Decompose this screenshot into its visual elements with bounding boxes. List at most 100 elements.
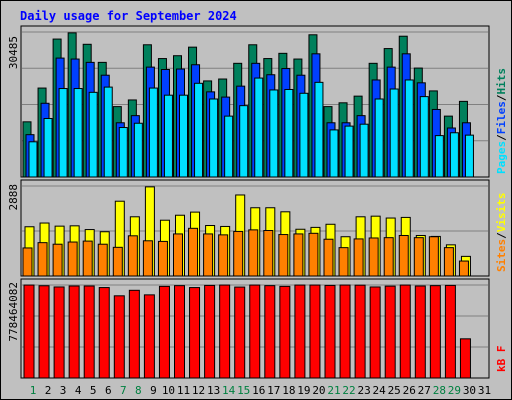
bar-sites-day-2 <box>37 242 48 277</box>
bar-kbytes-day-27 <box>414 285 426 379</box>
x-tick-label-28: 28 <box>433 384 446 397</box>
bar-sites-day-6 <box>97 243 108 277</box>
bar-sites-day-30 <box>458 260 469 277</box>
bar-sites-day-22 <box>338 247 349 277</box>
bar-sites-day-12 <box>188 227 199 277</box>
bar-sites-day-24 <box>368 237 379 277</box>
x-tick-label-13: 13 <box>207 384 220 397</box>
bar-pages-day-26 <box>404 79 414 178</box>
y-max-label: 2888 <box>7 184 20 211</box>
bar-sites-day-21 <box>323 238 334 277</box>
bar-sites-day-5 <box>82 240 93 277</box>
bar-kbytes-day-29 <box>444 284 456 379</box>
bar-pages-day-12 <box>194 82 204 178</box>
bar-pages-day-9 <box>148 87 158 178</box>
x-tick-label-12: 12 <box>192 384 205 397</box>
bar-pages-day-23 <box>359 123 369 178</box>
bar-kbytes-day-18 <box>279 285 291 379</box>
bar-pages-day-18 <box>284 88 294 178</box>
bar-kbytes-day-1 <box>23 284 35 379</box>
bar-sites-day-9 <box>142 240 153 277</box>
legend-pages: Pages <box>495 141 508 174</box>
x-tick-label-29: 29 <box>448 384 461 397</box>
bar-pages-day-7 <box>118 127 128 178</box>
bar-sites-day-15 <box>233 230 244 277</box>
bar-pages-day-27 <box>419 96 429 178</box>
x-tick-label-9: 9 <box>150 384 157 397</box>
bar-sites-day-8 <box>127 235 138 277</box>
x-tick-label-5: 5 <box>90 384 97 397</box>
bar-sites-day-3 <box>52 243 63 277</box>
x-tick-label-18: 18 <box>282 384 295 397</box>
x-tick-label-11: 11 <box>177 384 190 397</box>
bar-kbytes-day-7 <box>113 295 125 379</box>
bar-kbytes-day-13 <box>204 284 216 379</box>
bar-pages-day-5 <box>88 91 98 178</box>
bar-pages-day-20 <box>314 81 324 178</box>
bar-kbytes-day-2 <box>38 285 50 379</box>
bar-pages-day-15 <box>239 105 249 178</box>
x-tick-label-20: 20 <box>312 384 325 397</box>
bar-sites-day-13 <box>203 233 214 277</box>
bar-kbytes-day-24 <box>369 286 381 379</box>
x-tick-label-24: 24 <box>373 384 387 397</box>
bar-pages-day-4 <box>73 88 83 178</box>
bar-kbytes-day-15 <box>234 286 246 379</box>
x-tick-label-30: 30 <box>463 384 476 397</box>
bar-sites-day-16 <box>248 229 259 277</box>
bar-sites-day-25 <box>383 237 394 277</box>
bar-pages-day-17 <box>269 89 279 178</box>
bar-sites-day-18 <box>278 234 289 277</box>
bar-kbytes-day-23 <box>354 284 366 379</box>
y-max-label: 30485 <box>7 36 20 69</box>
x-tick-label-6: 6 <box>105 384 112 397</box>
bar-kbytes-day-11 <box>174 285 185 379</box>
x-tick-label-21: 21 <box>327 384 340 397</box>
bar-kbytes-day-10 <box>158 285 170 379</box>
bar-kbytes-day-25 <box>384 285 396 379</box>
x-tick-label-15: 15 <box>237 384 250 397</box>
legend-separator: / <box>495 232 508 239</box>
x-tick-label-16: 16 <box>252 384 265 397</box>
bar-kbytes-day-22 <box>339 284 351 379</box>
x-tick-label-4: 4 <box>75 384 82 397</box>
x-tick-label-19: 19 <box>297 384 310 397</box>
bar-kbytes-day-8 <box>128 289 140 379</box>
bar-pages-day-29 <box>449 132 459 178</box>
bar-pages-day-10 <box>163 94 173 178</box>
bar-pages-day-28 <box>434 135 444 178</box>
bar-sites-day-11 <box>173 233 183 277</box>
bar-kbytes-day-3 <box>53 286 65 379</box>
x-tick-label-23: 23 <box>357 384 370 397</box>
x-axis-labels: 1 2 3 4 5 6 7 8 9 10 11 12 13 14 15 16 17 18 19 20 21 22 23 24 2… <box>30 384 491 397</box>
bar-sites-day-26 <box>398 234 409 277</box>
bar-sites-day-14 <box>218 234 229 277</box>
bar-sites-day-10 <box>157 240 168 277</box>
bar-pages-day-8 <box>133 122 143 178</box>
bar-kbytes-day-28 <box>429 285 441 379</box>
bar-sites-day-1 <box>22 247 33 277</box>
bar-pages-day-24 <box>374 98 384 178</box>
bar-pages-day-6 <box>103 86 113 178</box>
bar-sites-day-28 <box>428 236 439 277</box>
visits-sites-panel: 2888 Sites/Visits <box>7 179 508 277</box>
legend-hits: Hits <box>495 68 508 95</box>
bar-sites-day-7 <box>112 246 123 277</box>
bar-kbytes-day-21 <box>324 284 336 379</box>
bar-kbytes-day-17 <box>264 285 276 379</box>
legend-separator: / <box>495 94 508 101</box>
bar-pages-day-16 <box>254 77 264 178</box>
bar-kbytes-day-14 <box>219 284 231 379</box>
hits-files-pages-panel: 30485 Pages/Files/Hits <box>7 25 508 178</box>
legend-files: Files <box>495 101 508 134</box>
bar-pages-day-14 <box>224 115 234 178</box>
bar-sites-day-23 <box>353 238 364 277</box>
bar-kbytes-day-20 <box>309 284 321 379</box>
x-tick-label-17: 17 <box>267 384 280 397</box>
x-tick-label-7: 7 <box>120 384 127 397</box>
y-max-label: 778464082 <box>7 282 20 342</box>
x-tick-label-22: 22 <box>342 384 355 397</box>
bar-kbytes-day-9 <box>143 294 155 379</box>
bar-pages-day-21 <box>329 129 339 178</box>
